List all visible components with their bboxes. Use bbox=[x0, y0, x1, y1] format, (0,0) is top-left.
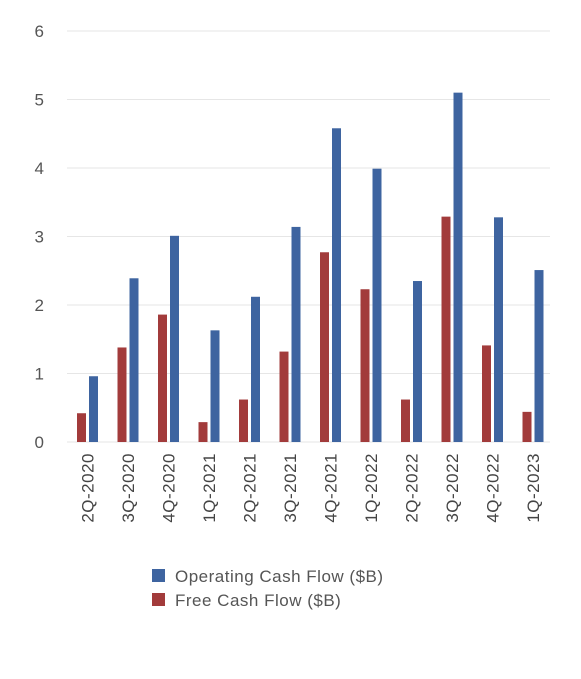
y-tick-label: 2 bbox=[35, 296, 44, 315]
bar-free-cash-flow bbox=[522, 411, 532, 442]
bar-operating-cash-flow bbox=[372, 168, 382, 442]
bars bbox=[77, 92, 544, 443]
bar-operating-cash-flow bbox=[89, 376, 98, 442]
x-tick-label: 2Q-2022 bbox=[403, 453, 422, 523]
x-tick-label: 4Q-2021 bbox=[322, 453, 341, 523]
x-tick-label: 2Q-2021 bbox=[241, 453, 260, 523]
bar-free-cash-flow bbox=[239, 399, 248, 442]
bar-free-cash-flow bbox=[320, 252, 329, 442]
x-tick-label: 1Q-2021 bbox=[200, 453, 219, 523]
x-tick-label: 4Q-2020 bbox=[160, 453, 179, 523]
x-tick-label: 3Q-2022 bbox=[443, 453, 462, 523]
bar-free-cash-flow bbox=[482, 345, 491, 442]
legend-swatch-operating bbox=[152, 569, 165, 582]
bar-operating-cash-flow bbox=[332, 128, 341, 442]
bar-operating-cash-flow bbox=[291, 226, 301, 442]
bar-free-cash-flow bbox=[401, 399, 410, 442]
bar-operating-cash-flow bbox=[170, 235, 179, 442]
y-tick-label: 1 bbox=[35, 365, 44, 384]
y-tick-label: 0 bbox=[35, 433, 44, 452]
bar-operating-cash-flow bbox=[210, 330, 220, 442]
bar-operating-cash-flow bbox=[453, 92, 463, 443]
grid-lines bbox=[67, 30, 550, 443]
bar-free-cash-flow bbox=[360, 289, 370, 442]
bar-free-cash-flow bbox=[441, 216, 451, 442]
bar-operating-cash-flow bbox=[413, 281, 422, 442]
bar-free-cash-flow bbox=[158, 314, 167, 442]
y-tick-label: 4 bbox=[35, 159, 44, 178]
legend: Operating Cash Flow ($B) Free Cash Flow … bbox=[152, 567, 384, 610]
x-tick-label: 4Q-2022 bbox=[484, 453, 503, 523]
x-tick-label: 3Q-2021 bbox=[281, 453, 300, 523]
x-axis: 2Q-2020 3Q-2020 4Q-2020 1Q-2021 2Q-2021 3Q-20… bbox=[79, 453, 544, 523]
x-tick-label: 1Q-2022 bbox=[362, 453, 381, 523]
legend-label-operating: Operating Cash Flow ($B) bbox=[175, 567, 384, 586]
y-axis: 0 1 2 3 4 5 6 bbox=[35, 22, 44, 452]
y-tick-label: 5 bbox=[35, 91, 44, 110]
y-tick-label: 6 bbox=[35, 22, 44, 41]
bar-operating-cash-flow bbox=[494, 217, 503, 442]
x-tick-label: 3Q-2020 bbox=[119, 453, 138, 523]
bar-free-cash-flow bbox=[198, 422, 208, 442]
bar-free-cash-flow bbox=[77, 413, 86, 442]
bar-operating-cash-flow bbox=[534, 270, 544, 442]
bar-free-cash-flow bbox=[117, 347, 127, 442]
x-tick-label: 1Q-2023 bbox=[524, 453, 543, 523]
legend-label-free: Free Cash Flow ($B) bbox=[175, 591, 341, 610]
bar-operating-cash-flow bbox=[129, 278, 139, 442]
x-tick-label: 2Q-2020 bbox=[79, 453, 98, 523]
bar-operating-cash-flow bbox=[251, 296, 260, 442]
bar-free-cash-flow bbox=[279, 351, 289, 442]
y-tick-label: 3 bbox=[35, 228, 44, 247]
legend-swatch-free bbox=[152, 593, 165, 606]
